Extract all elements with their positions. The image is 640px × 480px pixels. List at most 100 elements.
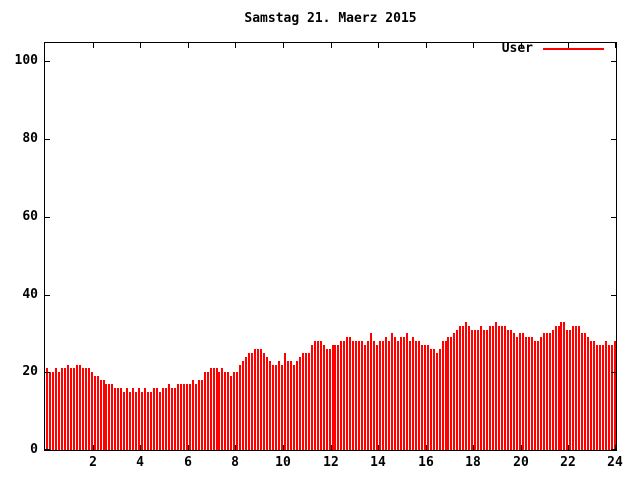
bar xyxy=(453,333,455,450)
bar xyxy=(233,372,235,450)
y-tick-label: 100 xyxy=(14,53,38,68)
bar xyxy=(144,388,146,450)
bar xyxy=(540,337,542,450)
bar xyxy=(361,341,363,450)
x-tick-bottom xyxy=(331,445,332,450)
bar xyxy=(123,392,125,450)
bar xyxy=(153,388,155,450)
bar xyxy=(516,337,518,450)
y-tick-left xyxy=(45,61,50,62)
plot-area: User xyxy=(44,41,617,451)
bar xyxy=(135,392,137,450)
bar xyxy=(105,384,107,450)
x-tick-label: 14 xyxy=(370,455,386,470)
bar xyxy=(400,337,402,450)
bar xyxy=(293,365,295,450)
bar xyxy=(337,345,339,450)
bar xyxy=(207,372,209,450)
bar xyxy=(159,392,161,450)
bar xyxy=(180,384,182,450)
y-tick-right xyxy=(611,61,616,62)
x-tick-top xyxy=(235,43,236,48)
bar xyxy=(257,349,259,450)
bar xyxy=(189,384,191,450)
bar xyxy=(370,333,372,450)
bar xyxy=(614,341,616,450)
bar xyxy=(245,357,247,450)
bar-series-user xyxy=(45,43,616,450)
bar xyxy=(563,322,565,450)
x-tick-label: 18 xyxy=(465,455,481,470)
bar xyxy=(61,368,63,450)
bar xyxy=(546,333,548,450)
bar xyxy=(358,341,360,450)
bar xyxy=(195,384,197,450)
bar xyxy=(474,330,476,450)
bar xyxy=(608,345,610,450)
x-tick-label: 2 xyxy=(89,455,97,470)
bar xyxy=(111,384,113,450)
bar xyxy=(477,330,479,450)
bar xyxy=(424,345,426,450)
bar xyxy=(126,388,128,450)
bar xyxy=(198,380,200,450)
bar xyxy=(584,333,586,450)
bar xyxy=(450,337,452,450)
y-tick-label: 40 xyxy=(22,287,38,302)
bar xyxy=(67,365,69,450)
bar xyxy=(507,330,509,450)
bar xyxy=(397,341,399,450)
bar xyxy=(186,384,188,450)
bar xyxy=(308,353,310,450)
bar xyxy=(376,345,378,450)
x-tick-top xyxy=(188,43,189,48)
bar xyxy=(519,333,521,450)
x-tick-label: 22 xyxy=(560,455,576,470)
bar xyxy=(489,326,491,450)
bar xyxy=(165,388,167,450)
bar xyxy=(120,388,122,450)
bar xyxy=(528,337,530,450)
x-tick-label: 12 xyxy=(323,455,339,470)
bar xyxy=(415,341,417,450)
bar xyxy=(447,337,449,450)
bar xyxy=(587,337,589,450)
bar xyxy=(192,380,194,450)
bar xyxy=(263,353,265,450)
bar xyxy=(459,326,461,450)
bar xyxy=(552,330,554,450)
legend-label-user: User xyxy=(501,41,533,56)
y-tick-left xyxy=(45,372,50,373)
bar xyxy=(456,330,458,450)
x-tick-bottom xyxy=(521,445,522,450)
bar xyxy=(510,330,512,450)
bar xyxy=(210,368,212,450)
bar xyxy=(227,372,229,450)
bar xyxy=(382,341,384,450)
bar xyxy=(373,341,375,450)
bar xyxy=(436,353,438,450)
x-tick-bottom xyxy=(378,445,379,450)
bar xyxy=(555,326,557,450)
bar xyxy=(346,337,348,450)
bar xyxy=(433,349,435,450)
x-tick-top xyxy=(568,43,569,48)
x-tick-label: 8 xyxy=(231,455,239,470)
bar xyxy=(248,353,250,450)
x-tick-bottom xyxy=(473,445,474,450)
bar xyxy=(323,345,325,450)
bar xyxy=(52,372,54,450)
y-tick-left xyxy=(45,295,50,296)
bar xyxy=(421,345,423,450)
bar xyxy=(406,333,408,450)
bar xyxy=(79,365,81,450)
bar xyxy=(201,380,203,450)
bar xyxy=(147,392,149,450)
bar xyxy=(578,326,580,450)
bar xyxy=(314,341,316,450)
x-tick-label: 10 xyxy=(275,455,291,470)
x-tick-top xyxy=(473,43,474,48)
bar xyxy=(394,337,396,450)
bar xyxy=(100,380,102,450)
